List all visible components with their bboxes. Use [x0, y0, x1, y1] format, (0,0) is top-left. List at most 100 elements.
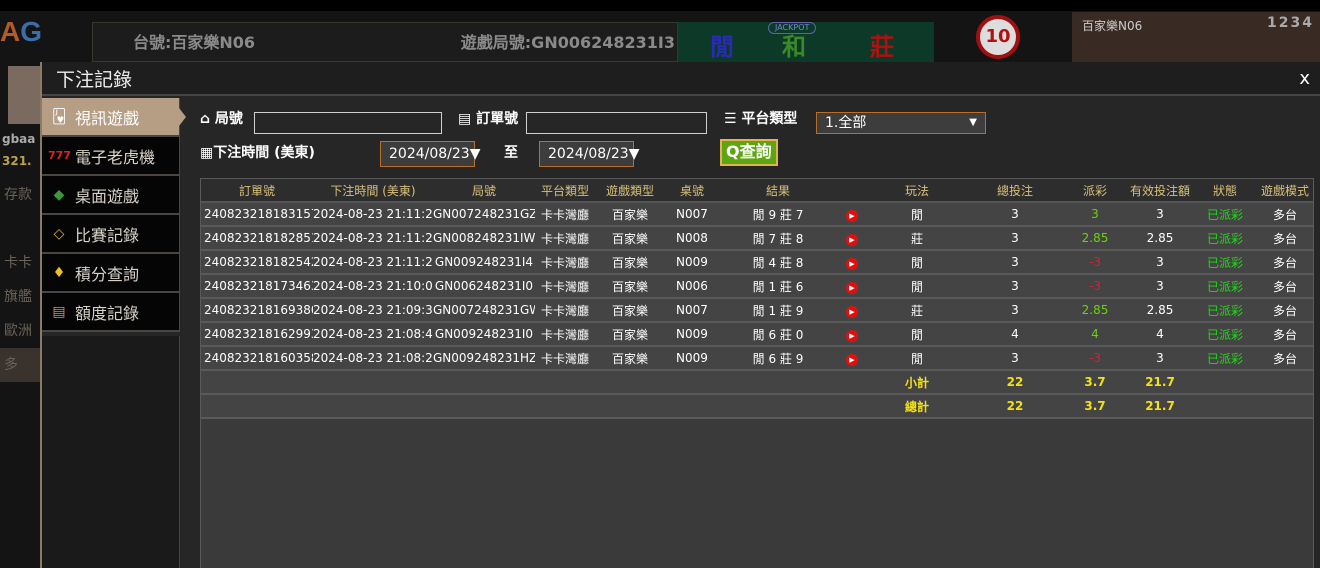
column-header: 訂單號	[201, 179, 313, 203]
diamond-icon: ♦	[52, 264, 66, 281]
valid-bet: 3	[1127, 346, 1193, 371]
sidebar-item-label: 電子老虎機	[75, 147, 156, 167]
table-row[interactable]: 240823218182851 2024-08-23 21:11:23 GN0082…	[201, 226, 1313, 251]
game-type: 百家樂	[595, 250, 665, 275]
sidebar-item-live-games[interactable]: 🂻 視訊遊戲	[42, 98, 186, 137]
valid-bet: 4	[1127, 322, 1193, 347]
empty-cell	[201, 394, 867, 419]
bg-timer: 10	[976, 15, 1020, 59]
play-video-icon[interactable]: ▶	[846, 281, 858, 294]
replay-cell: ▶	[837, 298, 867, 323]
round-id: GN006248231I0	[433, 274, 535, 299]
sidebar-item-table-games[interactable]: ◆ 桌面遊戲	[42, 176, 180, 215]
query-button[interactable]: Q查詢	[720, 139, 778, 166]
total-bet: 3	[967, 346, 1063, 371]
game-mode: 多台	[1257, 226, 1313, 251]
document-icon: ▤	[52, 303, 66, 320]
table-row[interactable]: 240823218162993 2024-08-23 21:08:47 GN0092…	[201, 322, 1313, 347]
payout: -3	[1063, 250, 1127, 275]
bet-type: 閒	[867, 274, 967, 299]
result: 閒 1 莊 9	[719, 298, 837, 323]
bg-flagship: 旗艦	[4, 289, 32, 305]
table-number: N009	[665, 346, 719, 371]
replay-cell: ▶	[837, 322, 867, 347]
order-input[interactable]	[526, 112, 707, 134]
subtotal-payout: 3.7	[1063, 370, 1127, 395]
grand_total-label: 總計	[867, 394, 967, 419]
search-icon: Q	[726, 142, 740, 161]
play-video-icon[interactable]: ▶	[846, 257, 858, 270]
order-number: 240823218169380	[201, 298, 313, 323]
bet-type: 莊	[867, 298, 967, 323]
sidebar-item-label: 額度記錄	[75, 303, 140, 323]
order-number: 240823218183157	[201, 202, 313, 227]
bet-time: 2024-08-23 21:08:21	[313, 346, 433, 371]
play-video-icon[interactable]: ▶	[846, 209, 858, 222]
game-mode: 多台	[1257, 346, 1313, 371]
round-id: GN008248231IW	[433, 226, 535, 251]
table-row[interactable]: 240823218169380 2024-08-23 21:09:35 GN0072…	[201, 298, 1313, 323]
table-row[interactable]: 240823218160358 2024-08-23 21:08:21 GN0092…	[201, 346, 1313, 371]
table-row[interactable]: 240823218183157 2024-08-23 21:11:25 GN0072…	[201, 202, 1313, 227]
bet-records-table: 訂單號 下注時間 (美東) 局號 平台類型 遊戲類型 桌號 結果 玩法 總投注 派彩 有效投注額 狀態…	[200, 178, 1314, 568]
platform-type: 卡卡灣廳	[535, 322, 595, 347]
game-mode: 多台	[1257, 274, 1313, 299]
sidebar-item-credit-records[interactable]: ▤ 額度記錄	[42, 293, 180, 332]
chips-icon: ◆	[53, 186, 65, 203]
round-id: GN009248231HZ	[433, 346, 535, 371]
bet-time: 2024-08-23 21:11:25	[313, 202, 433, 227]
modal-title: 下注記錄	[56, 68, 133, 91]
order-number: 240823218162993	[201, 322, 313, 347]
play-video-icon[interactable]: ▶	[846, 233, 858, 246]
round-id: GN007248231GW	[433, 298, 535, 323]
play-video-icon[interactable]: ▶	[846, 305, 858, 318]
top-bar	[0, 0, 1320, 11]
table-number: N007	[665, 202, 719, 227]
result: 閒 9 莊 7	[719, 202, 837, 227]
payout: 4	[1063, 322, 1127, 347]
total-bet: 3	[967, 298, 1063, 323]
bet-type: 閒	[867, 346, 967, 371]
sidebar-item-label: 桌面遊戲	[75, 186, 140, 206]
column-header: 局號	[433, 179, 535, 203]
platform-select[interactable]: 1.全部 ▼	[816, 112, 986, 134]
column-header: 有效投注額	[1127, 179, 1193, 203]
total-bet: 4	[967, 322, 1063, 347]
sidebar-item-slots[interactable]: 777 電子老虎機	[42, 137, 180, 176]
subtotal-row: 小計 22 3.7 21.7	[201, 370, 1313, 395]
date-from-select[interactable]: 2024/08/23▼	[380, 141, 480, 167]
bg-bet-area: 閒 JACKPOT 和 莊	[678, 22, 934, 62]
result: 閒 1 莊 6	[719, 274, 837, 299]
status: 已派彩	[1193, 322, 1257, 347]
column-header: 下注時間 (美東)	[313, 179, 433, 203]
grand_total-row: 總計 22 3.7 21.7	[201, 394, 1313, 419]
valid-bet: 2.85	[1127, 298, 1193, 323]
bg-bet-player: 閒	[710, 33, 734, 61]
bet-type: 閒	[867, 322, 967, 347]
platform-type: 卡卡灣廳	[535, 274, 595, 299]
play-video-icon[interactable]: ▶	[846, 329, 858, 342]
payout: 3	[1063, 202, 1127, 227]
slot-777-icon: 777	[48, 149, 71, 162]
result: 閒 6 莊 9	[719, 346, 837, 371]
bg-deposit: 存款	[4, 187, 32, 203]
sidebar-item-match-records[interactable]: ◇ 比賽記錄	[42, 215, 180, 254]
table-row[interactable]: 240823218182542 2024-08-23 21:11:21 GN0092…	[201, 250, 1313, 275]
table-row[interactable]: 240823218173463 2024-08-23 21:10:08 GN0062…	[201, 274, 1313, 299]
username: gbaa	[2, 132, 36, 146]
bet-time: 2024-08-23 21:09:35	[313, 298, 433, 323]
game-type: 百家樂	[595, 226, 665, 251]
play-video-icon[interactable]: ▶	[846, 353, 858, 366]
close-icon[interactable]: x	[1299, 68, 1310, 89]
valid-bet: 3	[1127, 202, 1193, 227]
bg-europe: 歐洲	[4, 323, 32, 339]
total-bet: 3	[967, 250, 1063, 275]
date-to-select[interactable]: 2024/08/23▼	[539, 141, 639, 167]
order-number: 240823218173463	[201, 274, 313, 299]
bg-video-multi: 1234	[1267, 15, 1314, 31]
game-type: 百家樂	[595, 202, 665, 227]
sidebar-item-points[interactable]: ♦ 積分查詢	[42, 254, 180, 293]
bet-record-modal: 下注記錄 x 🂻 視訊遊戲 777 電子老虎機 ◆ 桌面遊戲 ◇ 比賽記錄 ♦ 積分查詢 …	[40, 62, 1320, 568]
round-input[interactable]	[254, 112, 442, 134]
sidebar-item-label: 視訊遊戲	[75, 108, 140, 128]
